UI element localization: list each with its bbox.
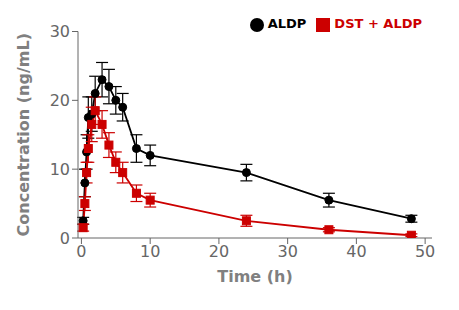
svg-text:40: 40 (346, 242, 366, 261)
svg-text:20: 20 (50, 91, 70, 110)
svg-text:Time (h): Time (h) (217, 267, 293, 286)
svg-text:10: 10 (50, 160, 70, 179)
svg-text:Concentration (ng/mL): Concentration (ng/mL) (14, 33, 33, 236)
svg-text:0: 0 (60, 229, 70, 248)
svg-text:20: 20 (209, 242, 229, 261)
svg-text:50: 50 (415, 242, 435, 261)
html-text:DST + ALDP: DST + ALDP (334, 16, 422, 31)
svg-text:0: 0 (76, 242, 86, 261)
svg-text:10: 10 (140, 242, 160, 261)
svg-text:30: 30 (50, 22, 70, 41)
html-text:ALDP: ALDP (267, 16, 307, 31)
svg-text:30: 30 (277, 242, 297, 261)
